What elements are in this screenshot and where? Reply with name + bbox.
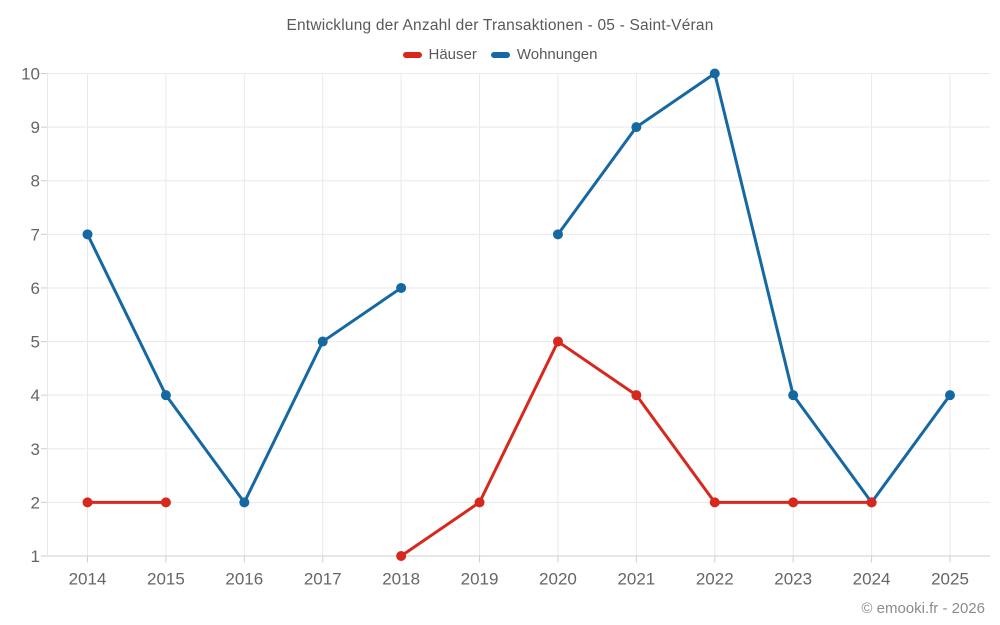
- data-point-haeuser-2024[interactable]: [866, 497, 877, 508]
- x-axis-label: 2014: [69, 570, 107, 589]
- data-point-haeuser-2014[interactable]: [82, 497, 93, 508]
- x-axis-label: 2025: [931, 570, 969, 589]
- y-axis-label: 6: [31, 279, 40, 298]
- x-axis-label: 2015: [147, 570, 185, 589]
- legend-swatch-wohnungen: [490, 51, 510, 58]
- data-point-wohnungen-2025[interactable]: [945, 390, 955, 401]
- y-axis-label: 1: [31, 547, 40, 566]
- gridlines: [41, 73, 990, 563]
- x-axis-label: 2019: [461, 570, 499, 589]
- series-line-wohnungen: [556, 72, 952, 504]
- legend-swatch-haeuser: [402, 51, 422, 58]
- x-axis-label: 2024: [853, 570, 891, 589]
- series-haeuser: [82, 336, 877, 561]
- chart-legend: Häuser Wohnungen: [0, 46, 1000, 63]
- legend-label-haeuser: Häuser: [428, 46, 477, 63]
- data-point-haeuser-2022[interactable]: [709, 497, 720, 508]
- axis-labels: 1 2 3 4 5 6 7 8 9 10 2014 2015 2016 2017 2018 2019 2020 2…: [21, 65, 969, 589]
- y-axis-label: 3: [31, 440, 40, 459]
- data-point-wohnungen-2023[interactable]: [788, 390, 799, 401]
- chart-title: Entwicklung der Anzahl der Transaktionen…: [286, 17, 714, 34]
- data-point-wohnungen-2021[interactable]: [631, 122, 642, 133]
- x-axis-label: 2018: [382, 570, 420, 589]
- data-point-haeuser-2019[interactable]: [474, 497, 485, 508]
- x-axis-label: 2016: [225, 570, 263, 589]
- data-point-wohnungen-2016[interactable]: [239, 497, 250, 508]
- x-axis-label: 2020: [539, 570, 577, 589]
- y-axis-label: 9: [31, 118, 40, 137]
- data-point-haeuser-2021[interactable]: [631, 390, 642, 401]
- data-point-haeuser-2023[interactable]: [788, 497, 799, 508]
- legend-item-wohnungen[interactable]: Wohnungen: [490, 46, 598, 63]
- y-axis-label: 8: [31, 172, 40, 191]
- data-point-wohnungen-2022[interactable]: [709, 68, 720, 79]
- y-axis-label: 5: [31, 333, 40, 352]
- x-axis-label: 2021: [617, 570, 655, 589]
- data-point-haeuser-2015[interactable]: [160, 497, 171, 508]
- y-axis-label: 4: [31, 386, 40, 405]
- x-axis-label: 2017: [304, 570, 342, 589]
- data-point-haeuser-2018[interactable]: [396, 551, 407, 561]
- x-axis-label: 2022: [696, 570, 734, 589]
- legend-label-wohnungen: Wohnungen: [516, 46, 598, 63]
- watermark-credit: © emooki.fr - 2026: [861, 600, 985, 617]
- data-point-haeuser-2020[interactable]: [552, 336, 563, 347]
- data-point-wohnungen-2020[interactable]: [552, 229, 563, 240]
- y-axis-label: 2: [31, 493, 40, 512]
- y-axis-label: 10: [21, 65, 40, 84]
- data-point-wohnungen-2014[interactable]: [82, 229, 93, 240]
- data-point-wohnungen-2015[interactable]: [160, 390, 171, 401]
- data-point-wohnungen-2017[interactable]: [317, 336, 328, 347]
- legend-item-haeuser[interactable]: Häuser: [402, 46, 477, 63]
- x-axis-label: 2023: [774, 570, 812, 589]
- data-point-wohnungen-2018[interactable]: [396, 282, 407, 293]
- y-axis-label: 7: [31, 225, 40, 244]
